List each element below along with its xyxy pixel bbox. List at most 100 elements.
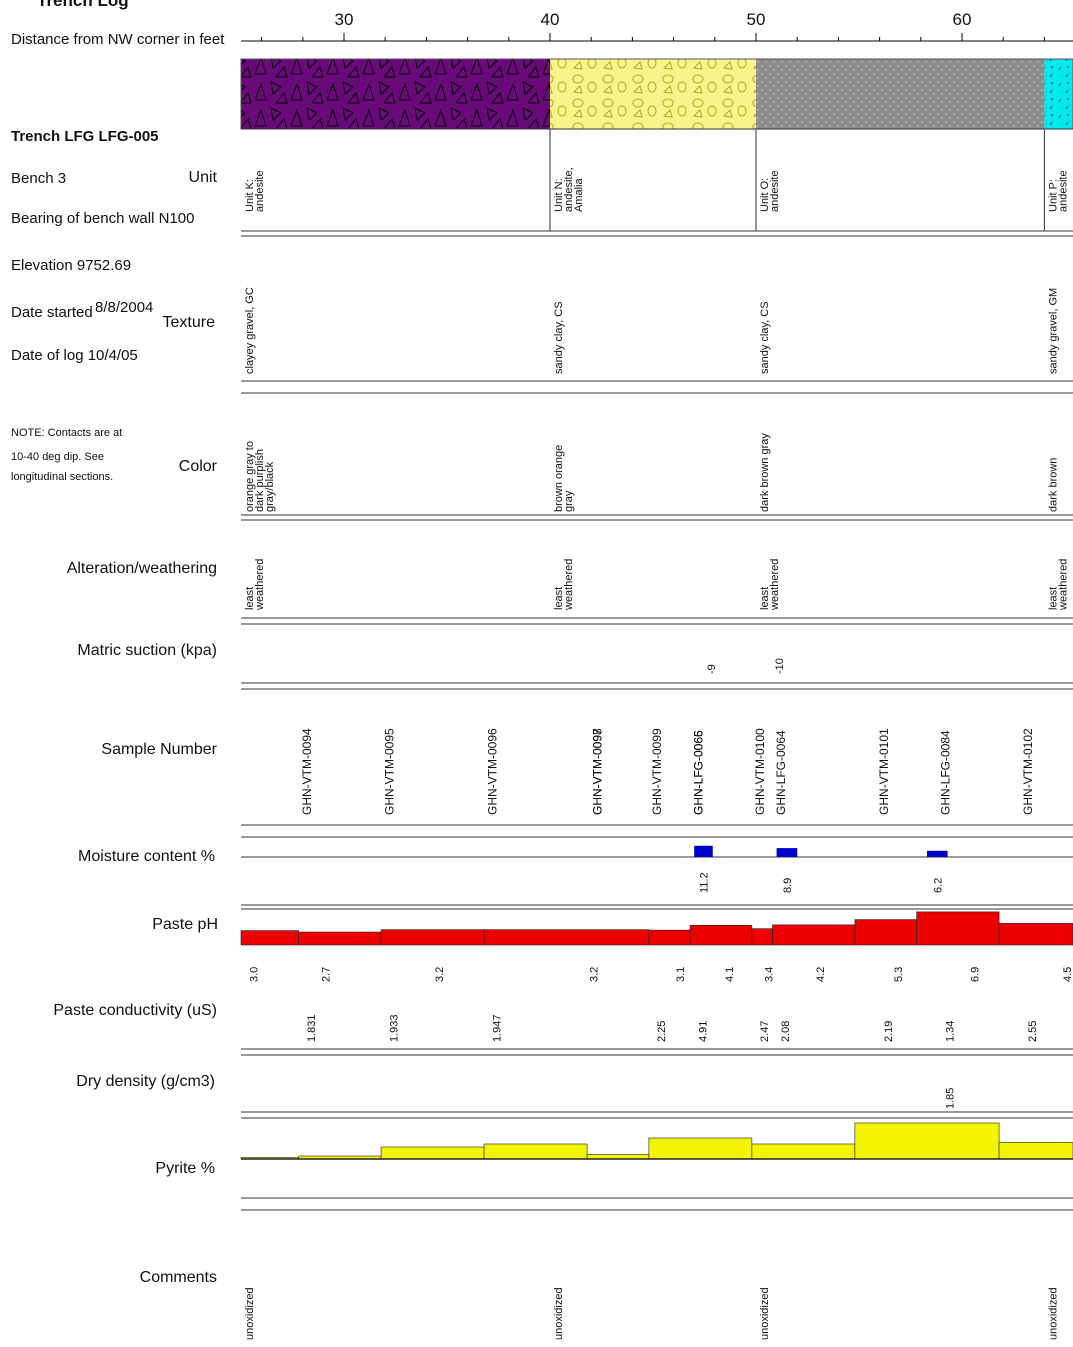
ph-bar bbox=[483, 929, 650, 946]
row-label-color: Color bbox=[178, 458, 217, 475]
sample-id: GHN-LFG-0064 bbox=[774, 730, 788, 815]
axis-tick-label: 40 bbox=[541, 10, 560, 29]
lithology-band bbox=[240, 58, 1073, 130]
ph-bar bbox=[240, 930, 299, 946]
alteration-label: weathered bbox=[254, 559, 266, 611]
moisture-value: 8.9 bbox=[782, 878, 794, 893]
conductivity-value: 1.933 bbox=[388, 1014, 400, 1042]
log-title: Trench Log bbox=[37, 0, 129, 10]
lithology-N bbox=[550, 59, 756, 129]
ph-value: 6.9 bbox=[969, 967, 981, 982]
alteration-label: weathered bbox=[1057, 559, 1069, 611]
alteration-label: least bbox=[759, 587, 771, 610]
axis-tick-label: 60 bbox=[953, 10, 972, 29]
conductivity-value: 2.25 bbox=[656, 1021, 668, 1042]
matric-suction-value: -10 bbox=[774, 658, 786, 674]
conductivity-value: 2.55 bbox=[1027, 1021, 1039, 1042]
sample-id: GHN-LFG-0066 bbox=[691, 730, 705, 815]
ph-bar bbox=[854, 919, 917, 946]
pyrite-bar bbox=[998, 1142, 1073, 1160]
ph-bar bbox=[751, 928, 773, 946]
elevation-label: Elevation 9752.69 bbox=[11, 257, 132, 274]
date-started-label: Date started bbox=[11, 304, 93, 321]
sample-id: GHN-VTM-0095 bbox=[382, 728, 396, 815]
ph-bar bbox=[298, 931, 382, 946]
conductivity-value: 4.91 bbox=[697, 1021, 709, 1042]
unit-label: andesite bbox=[254, 170, 266, 212]
row-label-alteration: Alteration/weathering bbox=[66, 560, 217, 577]
row-label-sample: Sample Number bbox=[101, 741, 217, 758]
lithology-O bbox=[756, 59, 1045, 129]
color-label: dark brown bbox=[1047, 458, 1059, 512]
ph-value: 3.2 bbox=[434, 967, 446, 982]
row-label-comments: Comments bbox=[139, 1269, 217, 1286]
texture-label: clayey gravel, GC bbox=[244, 287, 256, 374]
axis-tick-label: 30 bbox=[335, 10, 354, 29]
sample-id: GHN-VTM-0101 bbox=[877, 728, 891, 815]
ph-bar bbox=[998, 923, 1073, 946]
ph-value: 5.3 bbox=[893, 967, 905, 982]
moisture-value: 6.2 bbox=[932, 878, 944, 893]
pyrite-bar bbox=[751, 1143, 856, 1160]
texture-label: sandy clay, CS bbox=[553, 301, 565, 374]
bearing-label: Bearing of bench wall N100 bbox=[11, 210, 195, 227]
data-marks bbox=[240, 845, 1073, 1160]
ph-value: 4.1 bbox=[724, 967, 736, 982]
ph-value: 2.7 bbox=[320, 967, 332, 982]
color-label: brown orange bbox=[553, 445, 565, 512]
axis-tick-label: 50 bbox=[747, 10, 766, 29]
color-label: gray/black bbox=[264, 461, 276, 512]
unit-label: Amalia bbox=[573, 177, 585, 212]
sample-id: GHN-VTM-0100 bbox=[753, 728, 767, 815]
ph-value: 3.2 bbox=[588, 967, 600, 982]
conductivity-value: 1.34 bbox=[945, 1021, 957, 1042]
row-label-texture: Texture bbox=[162, 314, 215, 331]
sample-id: GHN-VTM-0102 bbox=[1021, 728, 1035, 815]
row-label-unit: Unit bbox=[188, 169, 217, 186]
sample-id: GHN-VTM-0094 bbox=[300, 728, 314, 815]
ph-value: 3.0 bbox=[248, 967, 260, 982]
sample-id: GHN-VTM-0097 bbox=[591, 728, 605, 815]
comment-label: unoxidized bbox=[1047, 1287, 1059, 1340]
conductivity-value: 1.947 bbox=[491, 1014, 503, 1042]
color-label: dark brown gray bbox=[759, 433, 771, 512]
ph-value: 3.4 bbox=[763, 967, 775, 982]
unit-label: Unit N: bbox=[553, 178, 565, 212]
sample-id: GHN-VTM-0099 bbox=[650, 728, 664, 815]
pyrite-bar bbox=[648, 1137, 753, 1160]
row-dividers bbox=[241, 128, 1073, 1211]
row-label-ph: Paste pH bbox=[152, 916, 218, 933]
sample-id: GHN-LFG-0065 bbox=[691, 730, 705, 815]
comment-label: unoxidized bbox=[759, 1287, 771, 1340]
distance-label: Distance from NW corner in feet bbox=[11, 31, 225, 48]
distance-axis: 30 40 50 60 bbox=[241, 10, 1073, 42]
ph-bar bbox=[380, 929, 485, 946]
alteration-label: weathered bbox=[563, 559, 575, 611]
note-line-3: longitudinal sections. bbox=[11, 471, 114, 483]
alteration-label: least bbox=[244, 587, 256, 610]
unit-label: andesite, bbox=[563, 167, 575, 212]
ph-value: 4.5 bbox=[1062, 967, 1073, 982]
row-label-pyrite: Pyrite % bbox=[155, 1160, 215, 1177]
ph-value: 3.1 bbox=[675, 967, 687, 982]
alteration-label: weathered bbox=[769, 559, 781, 611]
date-of-log: Date of log 10/4/05 bbox=[11, 347, 138, 364]
color-label: gray bbox=[563, 490, 575, 512]
conductivity-value: 2.47 bbox=[759, 1021, 771, 1042]
unit-label: Unit O: bbox=[759, 178, 771, 212]
comment-label: unoxidized bbox=[553, 1287, 565, 1340]
note-line-2: 10-40 deg dip. See bbox=[11, 451, 104, 463]
conductivity-value: 1.831 bbox=[306, 1014, 318, 1042]
ph-bar bbox=[772, 924, 856, 946]
conductivity-value: 2.08 bbox=[780, 1021, 792, 1042]
row-label-density: Dry density (g/cm3) bbox=[76, 1073, 215, 1090]
conductivity-value: 2.19 bbox=[883, 1021, 895, 1042]
dry-density-value: 1.85 bbox=[945, 1088, 957, 1109]
ph-bar bbox=[689, 925, 753, 946]
row-label-matric: Matric suction (kpa) bbox=[77, 642, 217, 659]
color-label: orange gray to bbox=[244, 441, 256, 512]
color-label: dark purplish bbox=[254, 449, 266, 512]
moisture-value: 11.2 bbox=[698, 872, 710, 893]
ph-bar bbox=[916, 911, 1000, 946]
